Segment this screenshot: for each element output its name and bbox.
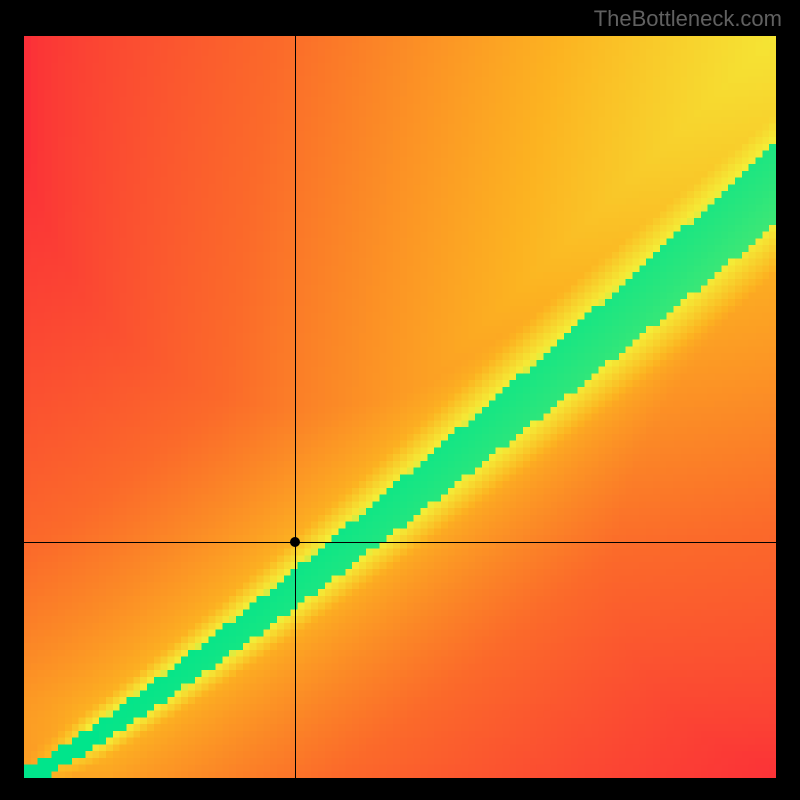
crosshair-vertical [295, 36, 296, 778]
crosshair-horizontal [24, 542, 776, 543]
watermark-text: TheBottleneck.com [594, 6, 782, 32]
heatmap-canvas [24, 36, 776, 778]
marker-dot [290, 537, 300, 547]
chart-container: TheBottleneck.com [0, 0, 800, 800]
plot-area [24, 36, 776, 778]
